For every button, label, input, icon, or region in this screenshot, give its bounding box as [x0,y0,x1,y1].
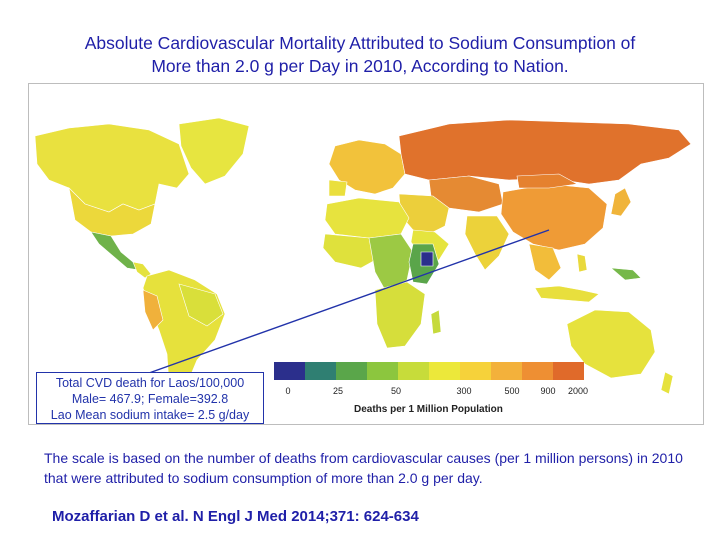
scale-description: The scale is based on the number of deat… [44,450,683,486]
region-philippines [576,253,588,273]
title-line-1: Absolute Cardiovascular Mortality Attrib… [84,33,636,53]
region-peru [142,289,164,331]
page-title: Absolute Cardiovascular Mortality Attrib… [20,32,700,78]
world-map-svg [34,117,692,407]
legend-title: Deaths per 1 Million Population [354,404,503,415]
region-brazil-east [178,283,224,327]
region-madagascar [430,309,442,335]
color-scale-legend: 0 25 50 300 500 900 2000 Deaths per 1 Million … [274,362,594,420]
citation: Mozaffarian D et al. N Engl J Med 2014;3… [52,508,419,525]
region-southern-africa [374,281,426,349]
color-scale-bar [274,362,584,380]
region-india [464,215,510,271]
region-png [610,267,642,281]
region-new-zealand [660,371,674,395]
legend-swatch [305,362,336,380]
legend-swatch [398,362,429,380]
region-north-africa [324,197,410,239]
legend-swatch [367,362,398,380]
callout-line-2: Male= 467.9; Female=392.8 [71,392,229,406]
region-australia [566,309,656,379]
legend-swatch [429,362,460,380]
region-china [500,183,608,251]
legend-tick-label: 50 [390,386,402,396]
region-russia [398,119,692,185]
region-mexico [90,231,140,271]
callout-line-1: Total CVD death for Laos/100,000 [55,376,245,390]
region-mongolia [516,173,578,189]
legend-swatch [274,362,305,380]
legend-tick-label: 25 [332,386,344,396]
legend-tick-label: 2000 [567,386,589,396]
region-europe [328,139,406,195]
region-north-america [34,123,190,213]
legend-tick-label: 0 [285,386,291,396]
legend-swatch [336,362,367,380]
callout-line-3: Lao Mean sodium intake= 2.5 g/day [50,408,250,422]
laos-callout-box: Total CVD death for Laos/100,000 Male= 4… [36,372,264,424]
legend-tick-label: 900 [540,386,556,396]
callout-connector-line [148,229,550,374]
title-line-2: More than 2.0 g per Day in 2010, Accordi… [151,56,569,76]
region-indonesia [534,285,600,303]
region-japan [610,187,632,217]
legend-swatch [522,362,553,380]
legend-tick-label: 500 [504,386,520,396]
region-greenland [178,117,250,185]
legend-swatch [491,362,522,380]
legend-swatch [460,362,491,380]
world-map [28,83,704,425]
legend-tick-label: 300 [456,386,472,396]
region-southeast-asia [528,243,562,281]
legend-swatch [553,362,584,380]
region-central-africa [368,233,414,291]
region-iberia [328,179,348,197]
region-usa [68,187,156,237]
region-kenya [420,251,434,267]
